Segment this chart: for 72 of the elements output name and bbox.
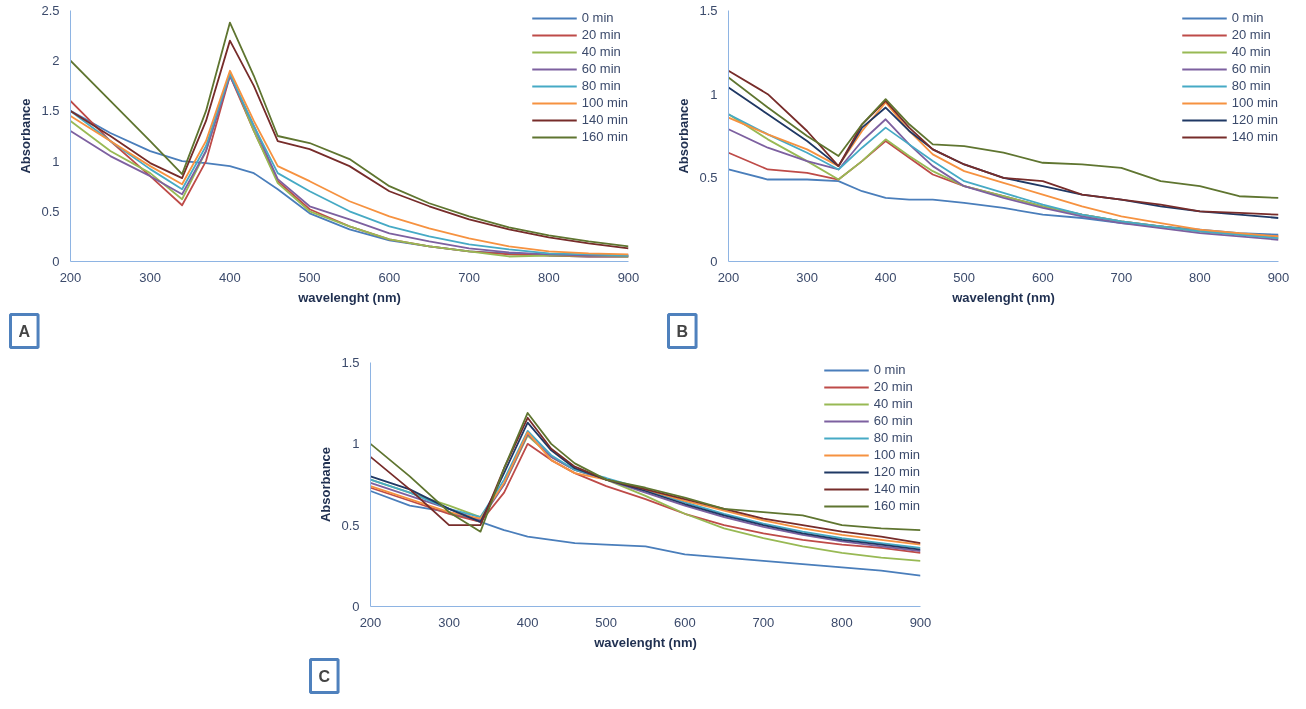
y-tick-label: 1 xyxy=(52,153,60,169)
legend-label: 0 min xyxy=(581,10,614,25)
x-tick-label: 400 xyxy=(219,269,241,285)
legend-label: 160 min xyxy=(873,498,920,513)
x-tick-label: 700 xyxy=(458,269,480,285)
legend-label: 140 min xyxy=(873,481,920,496)
x-tick-label: 800 xyxy=(1189,269,1211,285)
x-tick-label: 900 xyxy=(617,269,640,285)
legend-label: 60 min xyxy=(581,61,621,76)
x-tick-label: 500 xyxy=(953,269,976,285)
x-tick-label: 600 xyxy=(673,614,696,630)
x-tick-label: 200 xyxy=(717,269,740,285)
x-axis-title: wavelenght (nm) xyxy=(297,289,401,305)
y-tick-label: 1 xyxy=(710,86,718,102)
y-axis-title: Absorbance xyxy=(676,98,692,174)
x-tick-label: 500 xyxy=(298,269,321,285)
legend-label: 140 min xyxy=(1231,129,1278,144)
legend-label: 80 min xyxy=(581,78,621,93)
y-tick-label: 1.5 xyxy=(341,355,360,370)
legend-label: 100 min xyxy=(873,447,920,462)
legend-label: 80 min xyxy=(873,430,913,445)
y-tick-label: 0.5 xyxy=(41,203,60,219)
y-tick-label: 1.5 xyxy=(699,3,718,18)
y-tick-label: 1.5 xyxy=(41,103,60,119)
legend-label: 40 min xyxy=(581,44,621,59)
y-tick-label: 1 xyxy=(352,436,360,452)
x-tick-label: 300 xyxy=(139,269,162,285)
x-tick-label: 600 xyxy=(378,269,401,285)
x-tick-label: 900 xyxy=(909,614,932,630)
legend-label: 60 min xyxy=(1231,61,1271,76)
text: C xyxy=(318,667,331,685)
y-axis-title: Absorbance xyxy=(18,98,34,174)
x-tick-label: 200 xyxy=(59,269,82,285)
x-tick-label: 400 xyxy=(874,269,897,285)
y-tick-label: 0 xyxy=(352,599,360,614)
x-tick-label: 800 xyxy=(831,614,853,630)
x-tick-label: 700 xyxy=(752,614,775,630)
x-tick-label: 500 xyxy=(595,614,618,630)
legend-label: 100 min xyxy=(581,95,628,110)
x-axis-title: wavelenght (nm) xyxy=(951,289,1055,305)
x-tick-label: 400 xyxy=(516,614,539,630)
x-tick-label: 300 xyxy=(438,614,460,630)
y-tick-label: 2.5 xyxy=(41,3,60,18)
x-tick-label: 900 xyxy=(1267,269,1290,285)
legend-label: 0 min xyxy=(873,362,906,377)
x-tick-label: 200 xyxy=(359,614,382,630)
y-tick-label: 2 xyxy=(52,53,60,69)
x-tick-label: 600 xyxy=(1031,269,1054,285)
legend-label: 40 min xyxy=(873,396,913,411)
legend-label: 60 min xyxy=(873,413,913,428)
legend-label: 140 min xyxy=(581,112,628,127)
y-tick-label: 0 xyxy=(710,254,718,269)
x-axis-title: wavelenght (nm) xyxy=(593,634,697,650)
x-tick-label: 300 xyxy=(796,269,818,285)
legend-label: 20 min xyxy=(1231,27,1271,42)
legend-label: 20 min xyxy=(581,27,621,42)
x-tick-label: 800 xyxy=(537,269,560,285)
legend-label: 0 min xyxy=(1231,10,1264,25)
legend-label: 160 min xyxy=(581,129,628,144)
y-tick-label: 0 xyxy=(52,254,60,269)
text: A xyxy=(18,322,31,340)
legend-label: 80 min xyxy=(1231,78,1271,93)
x-tick-label: 700 xyxy=(1110,269,1133,285)
legend-label: 120 min xyxy=(1231,112,1278,127)
y-tick-label: 0.5 xyxy=(341,517,360,533)
text: B xyxy=(676,322,689,340)
legend-label: 120 min xyxy=(873,464,920,479)
legend-label: 40 min xyxy=(1231,44,1271,59)
y-axis-title: Absorbance xyxy=(318,446,334,523)
legend-label: 100 min xyxy=(1231,95,1278,110)
y-tick-label: 0.5 xyxy=(699,170,718,186)
legend-label: 20 min xyxy=(873,379,913,394)
